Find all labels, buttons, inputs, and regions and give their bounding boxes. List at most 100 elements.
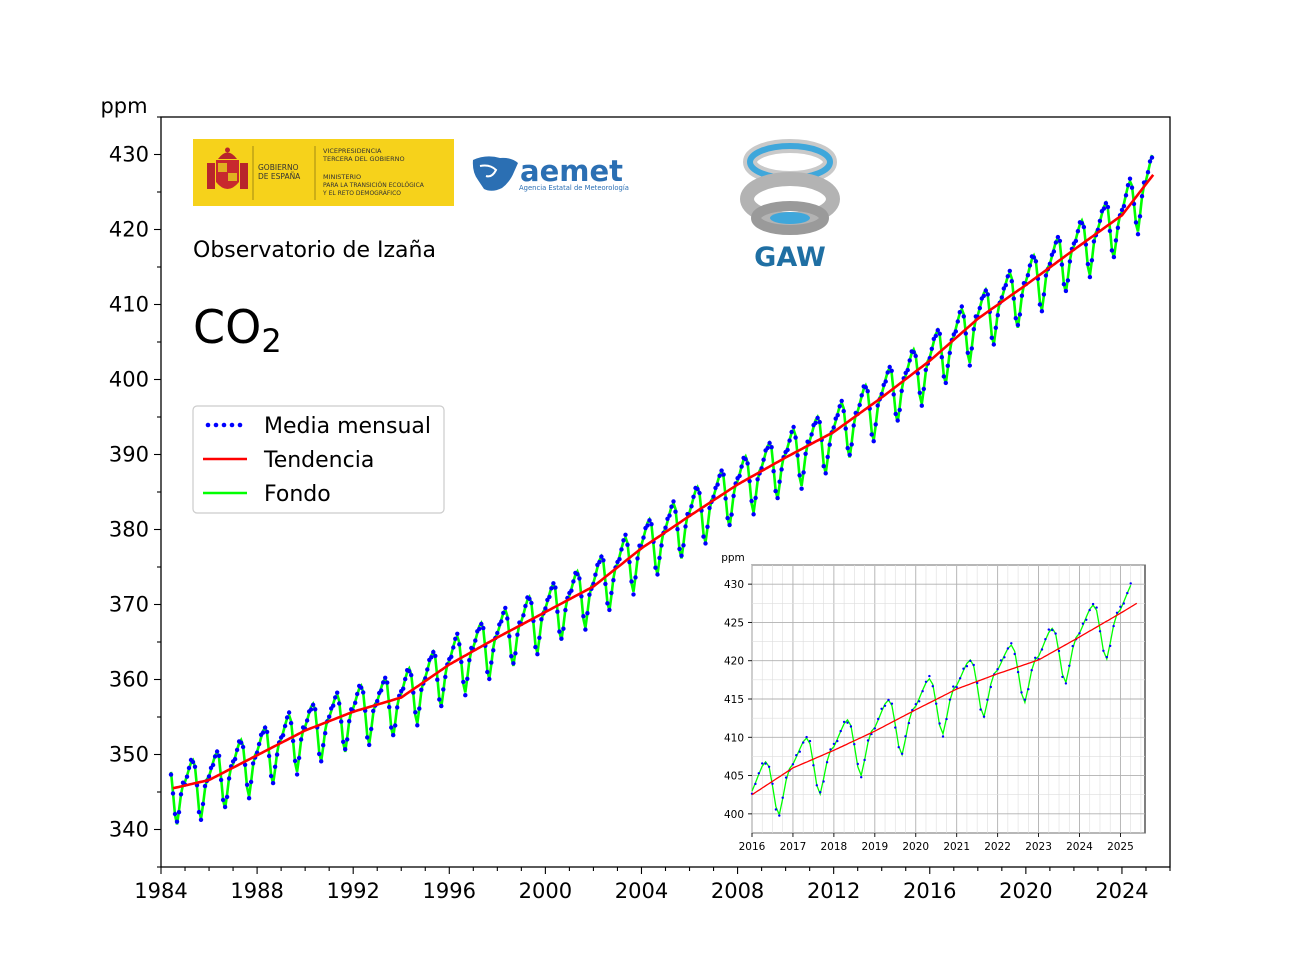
inset-monthly-point bbox=[1013, 652, 1016, 656]
monthly-point bbox=[487, 676, 492, 682]
monthly-point bbox=[385, 680, 390, 685]
svg-text:Y EL RETO DEMOGRÁFICO: Y EL RETO DEMOGRÁFICO bbox=[322, 190, 401, 197]
monthly-point bbox=[713, 485, 718, 491]
monthly-point bbox=[905, 367, 910, 373]
monthly-point bbox=[913, 353, 918, 359]
monthly-point bbox=[743, 457, 748, 462]
inset-monthly-point bbox=[1040, 648, 1044, 651]
monthly-point bbox=[190, 759, 196, 765]
monthly-point bbox=[787, 438, 792, 443]
monthly-point bbox=[339, 719, 344, 724]
monthly-point bbox=[647, 518, 652, 523]
monthly-point bbox=[929, 346, 934, 351]
inset-monthly-point bbox=[1085, 618, 1088, 621]
inset-monthly-point bbox=[767, 765, 771, 768]
monthly-point bbox=[885, 370, 890, 375]
monthly-point bbox=[1119, 207, 1125, 213]
x-tick-label: 1992 bbox=[326, 879, 379, 903]
monthly-point bbox=[627, 559, 632, 565]
monthly-point bbox=[851, 423, 856, 428]
monthly-point bbox=[869, 432, 874, 437]
inset-monthly-point bbox=[1081, 622, 1085, 625]
monthly-point bbox=[1125, 183, 1131, 188]
monthly-point bbox=[785, 447, 790, 453]
monthly-point bbox=[1097, 218, 1103, 224]
y-tick-label: 340 bbox=[109, 818, 149, 842]
inset-monthly-point bbox=[1109, 644, 1112, 648]
monthly-point bbox=[1079, 221, 1085, 226]
monthly-point bbox=[645, 523, 650, 528]
monthly-point bbox=[943, 380, 948, 386]
inset-monthly-point bbox=[849, 725, 853, 728]
inset-trend-line bbox=[751, 602, 1138, 796]
inset-monthly-point bbox=[784, 776, 788, 779]
inset-x-tick-label: 2021 bbox=[943, 841, 970, 853]
inset-monthly-point bbox=[999, 659, 1003, 662]
inset-monthly-point bbox=[907, 721, 911, 725]
monthly-point bbox=[719, 468, 724, 473]
inset-monthly-point bbox=[955, 686, 958, 689]
inset-monthly-point bbox=[1068, 664, 1071, 667]
monthly-point bbox=[280, 733, 286, 738]
inset-y-tick-label: 405 bbox=[724, 771, 744, 783]
y-tick-label: 380 bbox=[109, 518, 149, 542]
monthly-point bbox=[292, 758, 298, 764]
monthly-point bbox=[827, 442, 832, 447]
inset-monthly-point bbox=[962, 667, 965, 670]
coat-of-arms-icon bbox=[207, 147, 248, 189]
monthly-point bbox=[1027, 263, 1033, 268]
monthly-point bbox=[335, 690, 340, 695]
monthly-point bbox=[242, 762, 248, 767]
monthly-point bbox=[505, 616, 510, 621]
monthly-point bbox=[1065, 278, 1071, 283]
monthly-point bbox=[1063, 288, 1069, 294]
monthly-point bbox=[1055, 234, 1061, 240]
monthly-point bbox=[172, 811, 178, 817]
monthly-point bbox=[657, 555, 662, 561]
x-tick-label: 2008 bbox=[711, 879, 764, 903]
monthly-point bbox=[603, 581, 608, 587]
monthly-point bbox=[459, 659, 464, 665]
monthly-point bbox=[793, 435, 798, 440]
monthly-point bbox=[767, 440, 772, 446]
monthly-point bbox=[485, 669, 490, 675]
monthly-point bbox=[1039, 309, 1045, 314]
monthly-point bbox=[433, 653, 438, 659]
monthly-point bbox=[527, 596, 532, 601]
inset-monthly-point bbox=[812, 764, 815, 767]
monthly-point bbox=[1073, 238, 1079, 244]
monthly-point bbox=[429, 655, 434, 660]
monthly-point bbox=[425, 667, 430, 672]
monthly-point bbox=[801, 470, 806, 475]
monthly-point bbox=[863, 385, 868, 390]
monthly-point bbox=[437, 697, 442, 702]
inset-monthly-point bbox=[1105, 655, 1109, 659]
inset-monthly-point bbox=[979, 708, 982, 711]
monthly-point bbox=[389, 725, 394, 730]
monthly-point bbox=[883, 379, 888, 384]
inset-monthly-point bbox=[897, 746, 900, 749]
monthly-point bbox=[797, 473, 802, 478]
monthly-point bbox=[689, 504, 694, 509]
inset-monthly-point bbox=[866, 739, 870, 742]
monthly-point bbox=[495, 630, 500, 636]
svg-text:MINISTERIO: MINISTERIO bbox=[323, 173, 361, 181]
gas-subscript: 2 bbox=[261, 322, 281, 360]
monthly-point bbox=[317, 751, 322, 757]
inset-monthly-point bbox=[1054, 632, 1057, 635]
monthly-point bbox=[186, 765, 192, 771]
monthly-point bbox=[513, 651, 518, 656]
monthly-point bbox=[739, 464, 744, 469]
monthly-point bbox=[264, 729, 270, 735]
monthly-point bbox=[961, 314, 966, 319]
monthly-point bbox=[823, 471, 828, 476]
monthly-point bbox=[605, 601, 610, 606]
monthly-point bbox=[457, 642, 462, 647]
monthly-point bbox=[833, 416, 838, 421]
inset-monthly-point bbox=[952, 685, 955, 688]
monthly-point bbox=[533, 644, 538, 650]
monthly-point bbox=[921, 386, 926, 392]
monthly-point bbox=[401, 686, 406, 691]
inset-y-tick-label: 410 bbox=[724, 732, 744, 744]
monthly-point bbox=[765, 445, 770, 451]
